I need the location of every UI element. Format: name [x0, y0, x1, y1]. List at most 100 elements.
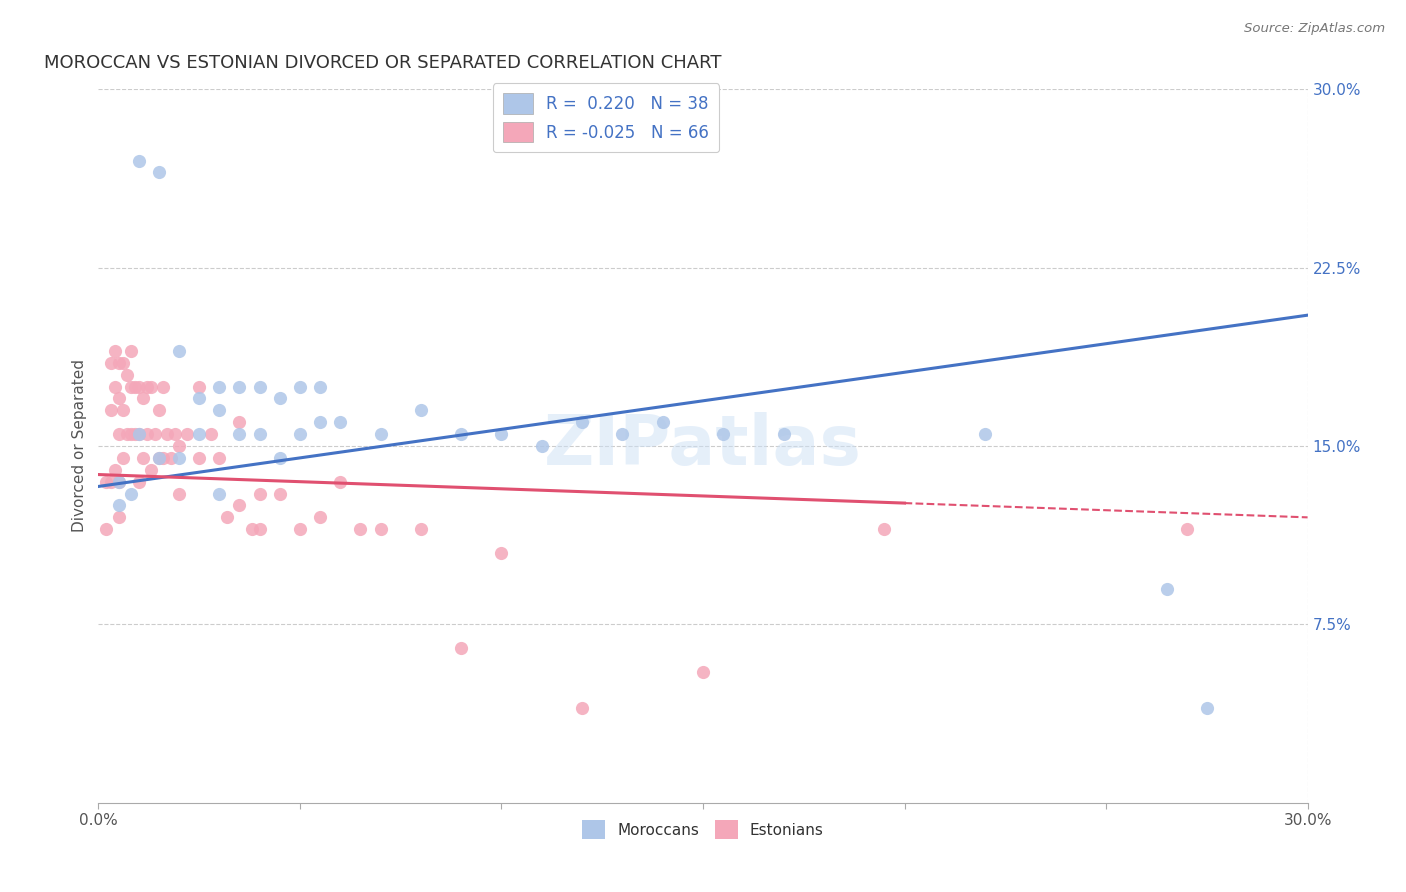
Point	[111, 356, 134, 370]
Point	[208, 403, 231, 417]
Text: ZIPatlas: ZIPatlas	[544, 412, 862, 480]
Point	[651, 415, 673, 429]
Point	[103, 343, 125, 358]
Point	[188, 450, 211, 465]
Point	[124, 427, 146, 442]
Point	[309, 415, 332, 429]
Point	[491, 546, 513, 560]
Point	[228, 379, 250, 393]
Point	[249, 427, 271, 442]
Point	[143, 427, 166, 442]
Point	[217, 510, 239, 524]
Point	[772, 427, 794, 442]
Point	[188, 379, 211, 393]
Point	[120, 486, 142, 500]
Legend: Moroccans, Estonians: Moroccans, Estonians	[576, 814, 830, 845]
Point	[139, 463, 162, 477]
Point	[288, 379, 311, 393]
Point	[571, 415, 593, 429]
Point	[1195, 700, 1218, 714]
Point	[128, 427, 150, 442]
Point	[111, 450, 134, 465]
Point	[152, 379, 174, 393]
Point	[228, 499, 250, 513]
Point	[167, 486, 190, 500]
Point	[228, 427, 250, 442]
Point	[188, 427, 211, 442]
Point	[370, 522, 392, 536]
Point	[349, 522, 371, 536]
Point	[148, 450, 170, 465]
Point	[128, 153, 150, 168]
Point	[100, 475, 122, 489]
Point	[269, 392, 291, 406]
Point	[329, 475, 352, 489]
Point	[269, 450, 291, 465]
Point	[103, 379, 125, 393]
Point	[288, 427, 311, 442]
Point	[249, 522, 271, 536]
Point	[309, 510, 332, 524]
Point	[96, 475, 118, 489]
Point	[135, 427, 157, 442]
Point	[208, 379, 231, 393]
Text: Source: ZipAtlas.com: Source: ZipAtlas.com	[1244, 22, 1385, 36]
Point	[249, 486, 271, 500]
Point	[491, 427, 513, 442]
Point	[240, 522, 263, 536]
Point	[309, 379, 332, 393]
Point	[148, 403, 170, 417]
Point	[208, 486, 231, 500]
Point	[249, 379, 271, 393]
Point	[103, 463, 125, 477]
Point	[128, 475, 150, 489]
Point	[873, 522, 896, 536]
Point	[128, 427, 150, 442]
Point	[167, 439, 190, 453]
Point	[107, 475, 129, 489]
Point	[156, 427, 179, 442]
Point	[111, 403, 134, 417]
Point	[269, 486, 291, 500]
Point	[107, 356, 129, 370]
Point	[974, 427, 997, 442]
Point	[115, 427, 138, 442]
Point	[160, 450, 183, 465]
Y-axis label: Divorced or Separated: Divorced or Separated	[72, 359, 87, 533]
Point	[100, 356, 122, 370]
Point	[409, 403, 432, 417]
Point	[132, 450, 155, 465]
Point	[100, 403, 122, 417]
Point	[107, 475, 129, 489]
Point	[530, 439, 553, 453]
Point	[167, 343, 190, 358]
Point	[450, 641, 472, 656]
Point	[612, 427, 634, 442]
Point	[148, 450, 170, 465]
Point	[200, 427, 222, 442]
Point	[188, 392, 211, 406]
Point	[1175, 522, 1198, 536]
Point	[288, 522, 311, 536]
Point	[450, 427, 472, 442]
Point	[115, 368, 138, 382]
Point	[132, 392, 155, 406]
Point	[152, 450, 174, 465]
Point	[692, 665, 714, 679]
Point	[148, 165, 170, 179]
Point	[107, 392, 129, 406]
Point	[120, 343, 142, 358]
Point	[120, 427, 142, 442]
Point	[370, 427, 392, 442]
Point	[329, 415, 352, 429]
Point	[96, 522, 118, 536]
Point	[107, 499, 129, 513]
Point	[711, 427, 734, 442]
Point	[1156, 582, 1178, 596]
Point	[167, 450, 190, 465]
Point	[139, 379, 162, 393]
Point	[107, 427, 129, 442]
Text: MOROCCAN VS ESTONIAN DIVORCED OR SEPARATED CORRELATION CHART: MOROCCAN VS ESTONIAN DIVORCED OR SEPARAT…	[44, 54, 721, 72]
Point	[128, 379, 150, 393]
Point	[228, 415, 250, 429]
